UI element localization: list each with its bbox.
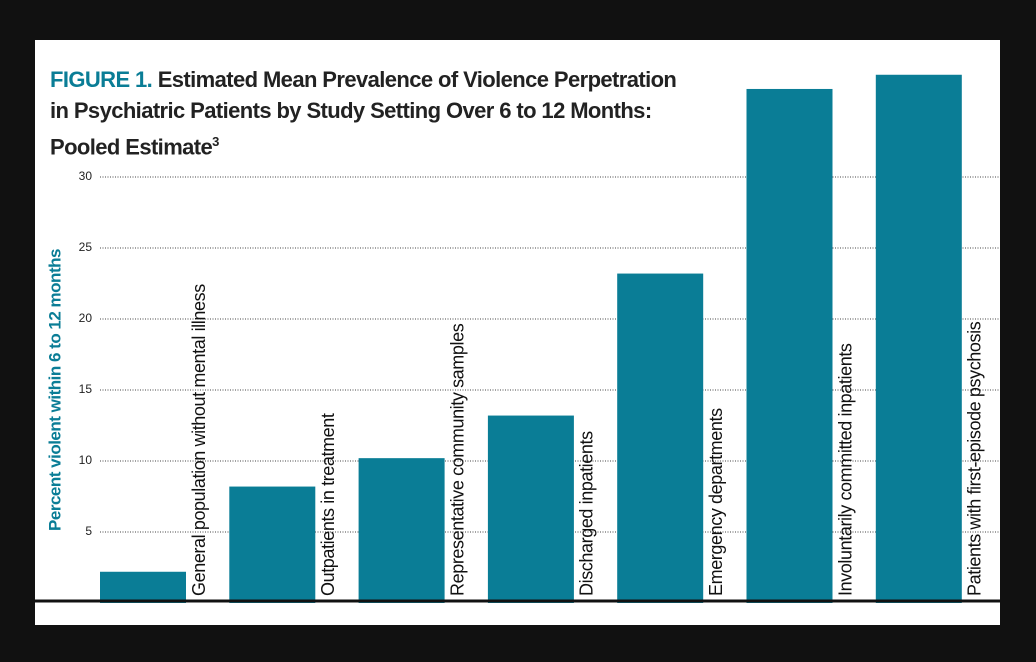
- y-tick-label: 15: [79, 382, 93, 396]
- y-tick-label: 10: [79, 453, 93, 467]
- x-tick-label: Outpatients in treatment: [318, 413, 338, 596]
- x-tick-label: Patients with first-episode psychosis: [965, 321, 985, 596]
- x-tick-label: Emergency departments: [706, 408, 726, 596]
- bar: [100, 571, 186, 603]
- x-tick-label: Discharged inpatients: [577, 431, 597, 596]
- bar: [229, 486, 316, 603]
- chart-title: FIGURE 1. Estimated Mean Prevalence of V…: [50, 64, 690, 162]
- title-superscript: 3: [212, 134, 219, 149]
- title-label: FIGURE 1.: [50, 67, 153, 92]
- y-tick-label: 30: [79, 169, 93, 183]
- bar: [617, 273, 704, 603]
- y-tick-label: 5: [85, 524, 92, 538]
- bar: [487, 415, 574, 603]
- bar: [358, 458, 445, 603]
- x-tick-label: Involuntarily committed inpatients: [835, 343, 855, 596]
- title-text: Estimated Mean Prevalence of Violence Pe…: [50, 67, 677, 160]
- x-tick-label: General population without mental illnes…: [189, 284, 209, 596]
- y-axis-label: Percent violent within 6 to 12 months: [45, 249, 64, 531]
- y-tick-label: 25: [79, 240, 93, 254]
- bar: [746, 88, 833, 603]
- bar: [875, 74, 962, 603]
- y-tick-label: 20: [79, 311, 93, 325]
- x-tick-label: Representative community samples: [447, 323, 467, 596]
